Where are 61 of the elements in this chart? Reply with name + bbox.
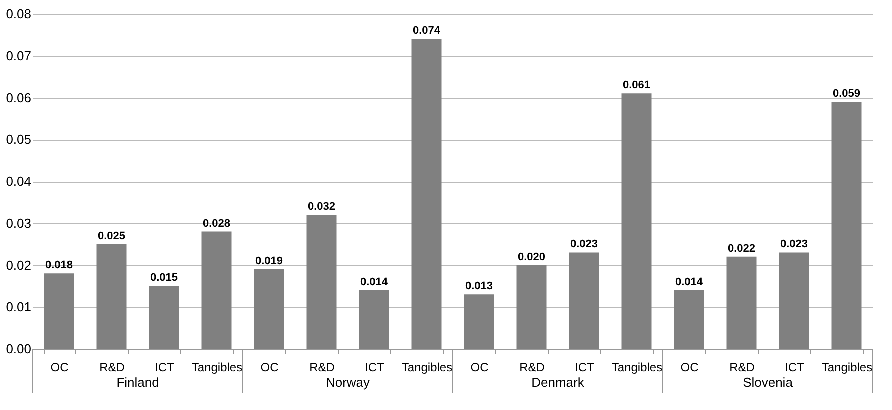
data-label: 0.023 (570, 238, 598, 251)
bar (832, 102, 862, 349)
x-tick-label: R&D (100, 360, 126, 374)
x-tick-label: Tangibles (822, 360, 873, 374)
text: Slovenia (743, 375, 794, 390)
bar (516, 265, 547, 349)
y-tick-label: 0.05 (6, 132, 32, 148)
data-label: 0.074 (412, 25, 442, 38)
y-tick-label: 0.01 (6, 300, 32, 315)
text: Finland (116, 375, 160, 390)
x-tick-label: ICT (575, 360, 596, 374)
bar (674, 290, 704, 349)
text: Denmark (532, 375, 585, 390)
y-tick-label: 0.07 (6, 48, 32, 64)
bar (359, 290, 390, 349)
bar (779, 252, 810, 349)
bar (569, 252, 600, 349)
y-tick-label: 0.06 (6, 90, 32, 106)
x-tick-label: OC (680, 360, 700, 374)
y-tick-label: 0.03 (6, 216, 32, 231)
x-tick-label: Tangibles (612, 360, 663, 374)
data-label: 0.022 (728, 242, 756, 255)
data-label: 0.025 (98, 230, 126, 242)
data-label: 0.018 (45, 260, 74, 272)
x-tick-label: R&D (310, 360, 336, 374)
bar (44, 274, 74, 349)
x-tick-label: Tangibles (402, 360, 453, 374)
bar (306, 215, 337, 349)
text: Norway (326, 375, 371, 390)
x-tick-label: ICT (365, 360, 386, 374)
bar (149, 286, 180, 349)
data-label: 0.059 (832, 88, 861, 100)
bar (464, 294, 494, 349)
data-label: 0.020 (518, 251, 546, 264)
bar (412, 39, 442, 349)
bar (622, 94, 652, 349)
x-tick-label: OC (470, 360, 490, 374)
data-label: 0.023 (780, 238, 808, 251)
data-label: 0.014 (675, 276, 704, 288)
x-tick-label: OC (50, 360, 70, 374)
bar (96, 244, 127, 349)
data-label: 0.019 (255, 255, 284, 268)
x-tick-label: R&D (730, 360, 756, 374)
y-tick-label: 0.08 (6, 6, 32, 22)
bar (726, 256, 757, 349)
x-tick-label: R&D (520, 360, 546, 374)
bar (254, 269, 284, 349)
data-label: 0.028 (202, 218, 231, 230)
x-tick-label: Tangibles (192, 360, 243, 374)
y-tick-label: 0.04 (6, 174, 32, 189)
data-label: 0.014 (360, 276, 389, 288)
x-tick-label: ICT (155, 360, 176, 374)
y-tick-label: 0.00 (6, 342, 32, 356)
data-label: 0.013 (465, 280, 494, 293)
x-tick-label: OC (260, 360, 280, 374)
bar (202, 232, 232, 349)
data-label: 0.015 (150, 272, 178, 284)
data-label: 0.032 (308, 201, 336, 213)
y-tick-label: 0.02 (6, 258, 32, 273)
data-label: 0.061 (622, 80, 651, 92)
x-tick-label: ICT (785, 360, 806, 374)
